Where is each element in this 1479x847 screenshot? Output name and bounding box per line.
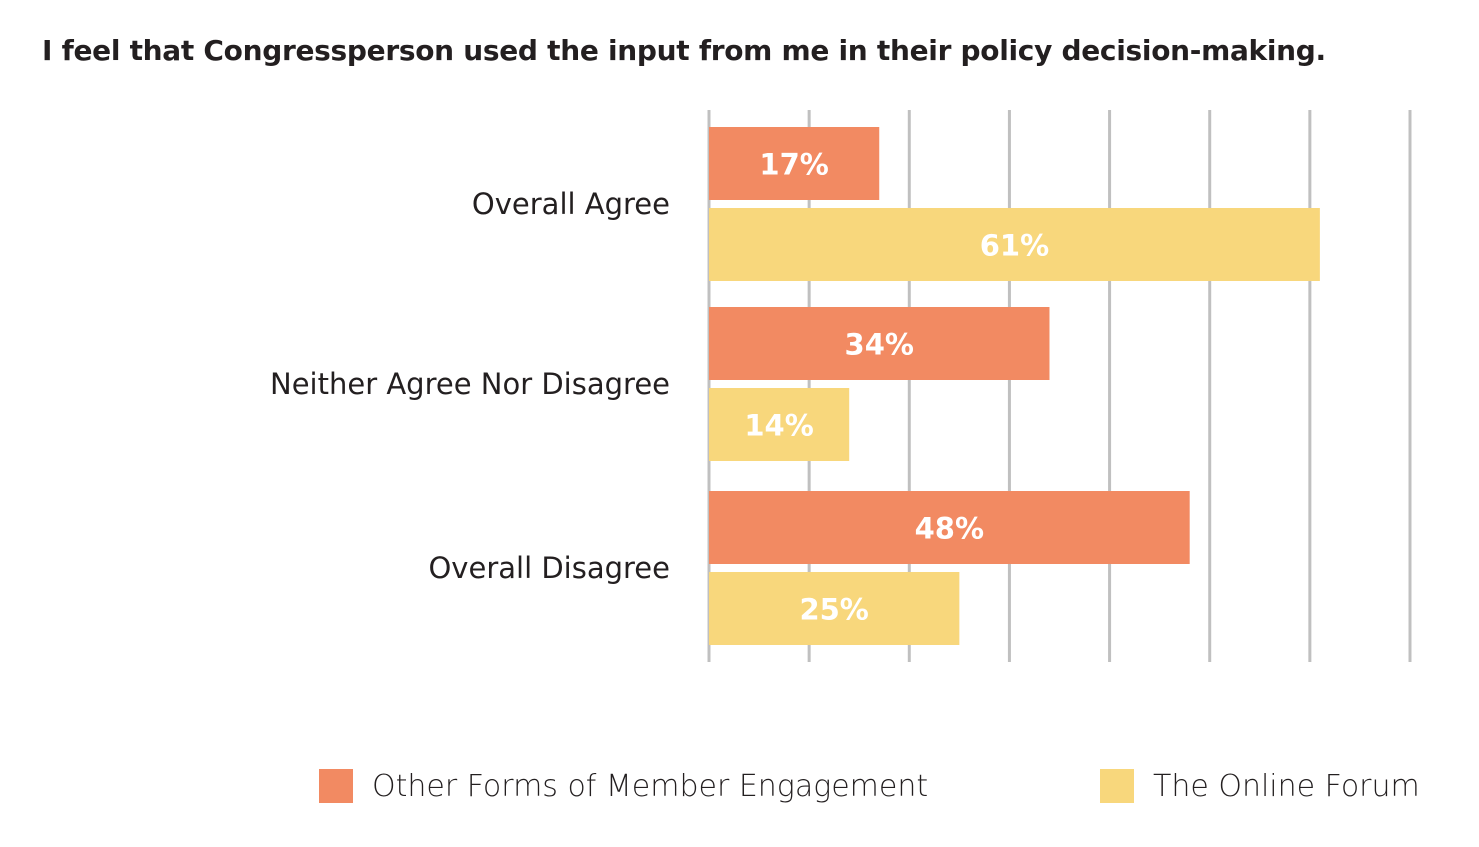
bars: 17% 61% 34% 14% 48% 25% <box>709 127 1320 645</box>
legend-swatch-other-forms <box>319 769 353 803</box>
bar-value-label: 17% <box>759 148 828 182</box>
category-label: Overall Agree <box>472 187 670 221</box>
category-label: Overall Disagree <box>428 551 670 585</box>
legend-swatch-online-forum <box>1100 769 1134 803</box>
bar-value-label: 48% <box>915 512 984 546</box>
bar-online-forum-1 <box>709 388 850 461</box>
bar-online-forum-0 <box>709 208 1320 281</box>
bar-value-label: 25% <box>799 593 868 627</box>
bar-other-forms-1 <box>709 307 1050 380</box>
legend-label-online-forum: The Online Forum <box>1153 768 1420 804</box>
bar-value-label: 14% <box>744 409 813 443</box>
legend-item-other-forms: Other Forms of Member Engagement <box>319 766 928 806</box>
bar-online-forum-2 <box>709 572 960 645</box>
category-labels: Overall Agree Neither Agree Nor Disagree O… <box>270 187 670 585</box>
bar-other-forms-2 <box>709 491 1190 564</box>
bar-other-forms-0 <box>709 127 880 200</box>
category-label: Neither Agree Nor Disagree <box>270 367 670 401</box>
bar-value-label: 34% <box>845 328 914 362</box>
gridlines <box>707 110 1412 662</box>
chart-title: I feel that Congressperson used the inpu… <box>42 34 1326 67</box>
bar-value-label: 61% <box>980 229 1049 263</box>
legend-item-online-forum: The Online Forum <box>1100 766 1420 806</box>
legend-label-other-forms: Other Forms of Member Engagement <box>372 768 929 804</box>
